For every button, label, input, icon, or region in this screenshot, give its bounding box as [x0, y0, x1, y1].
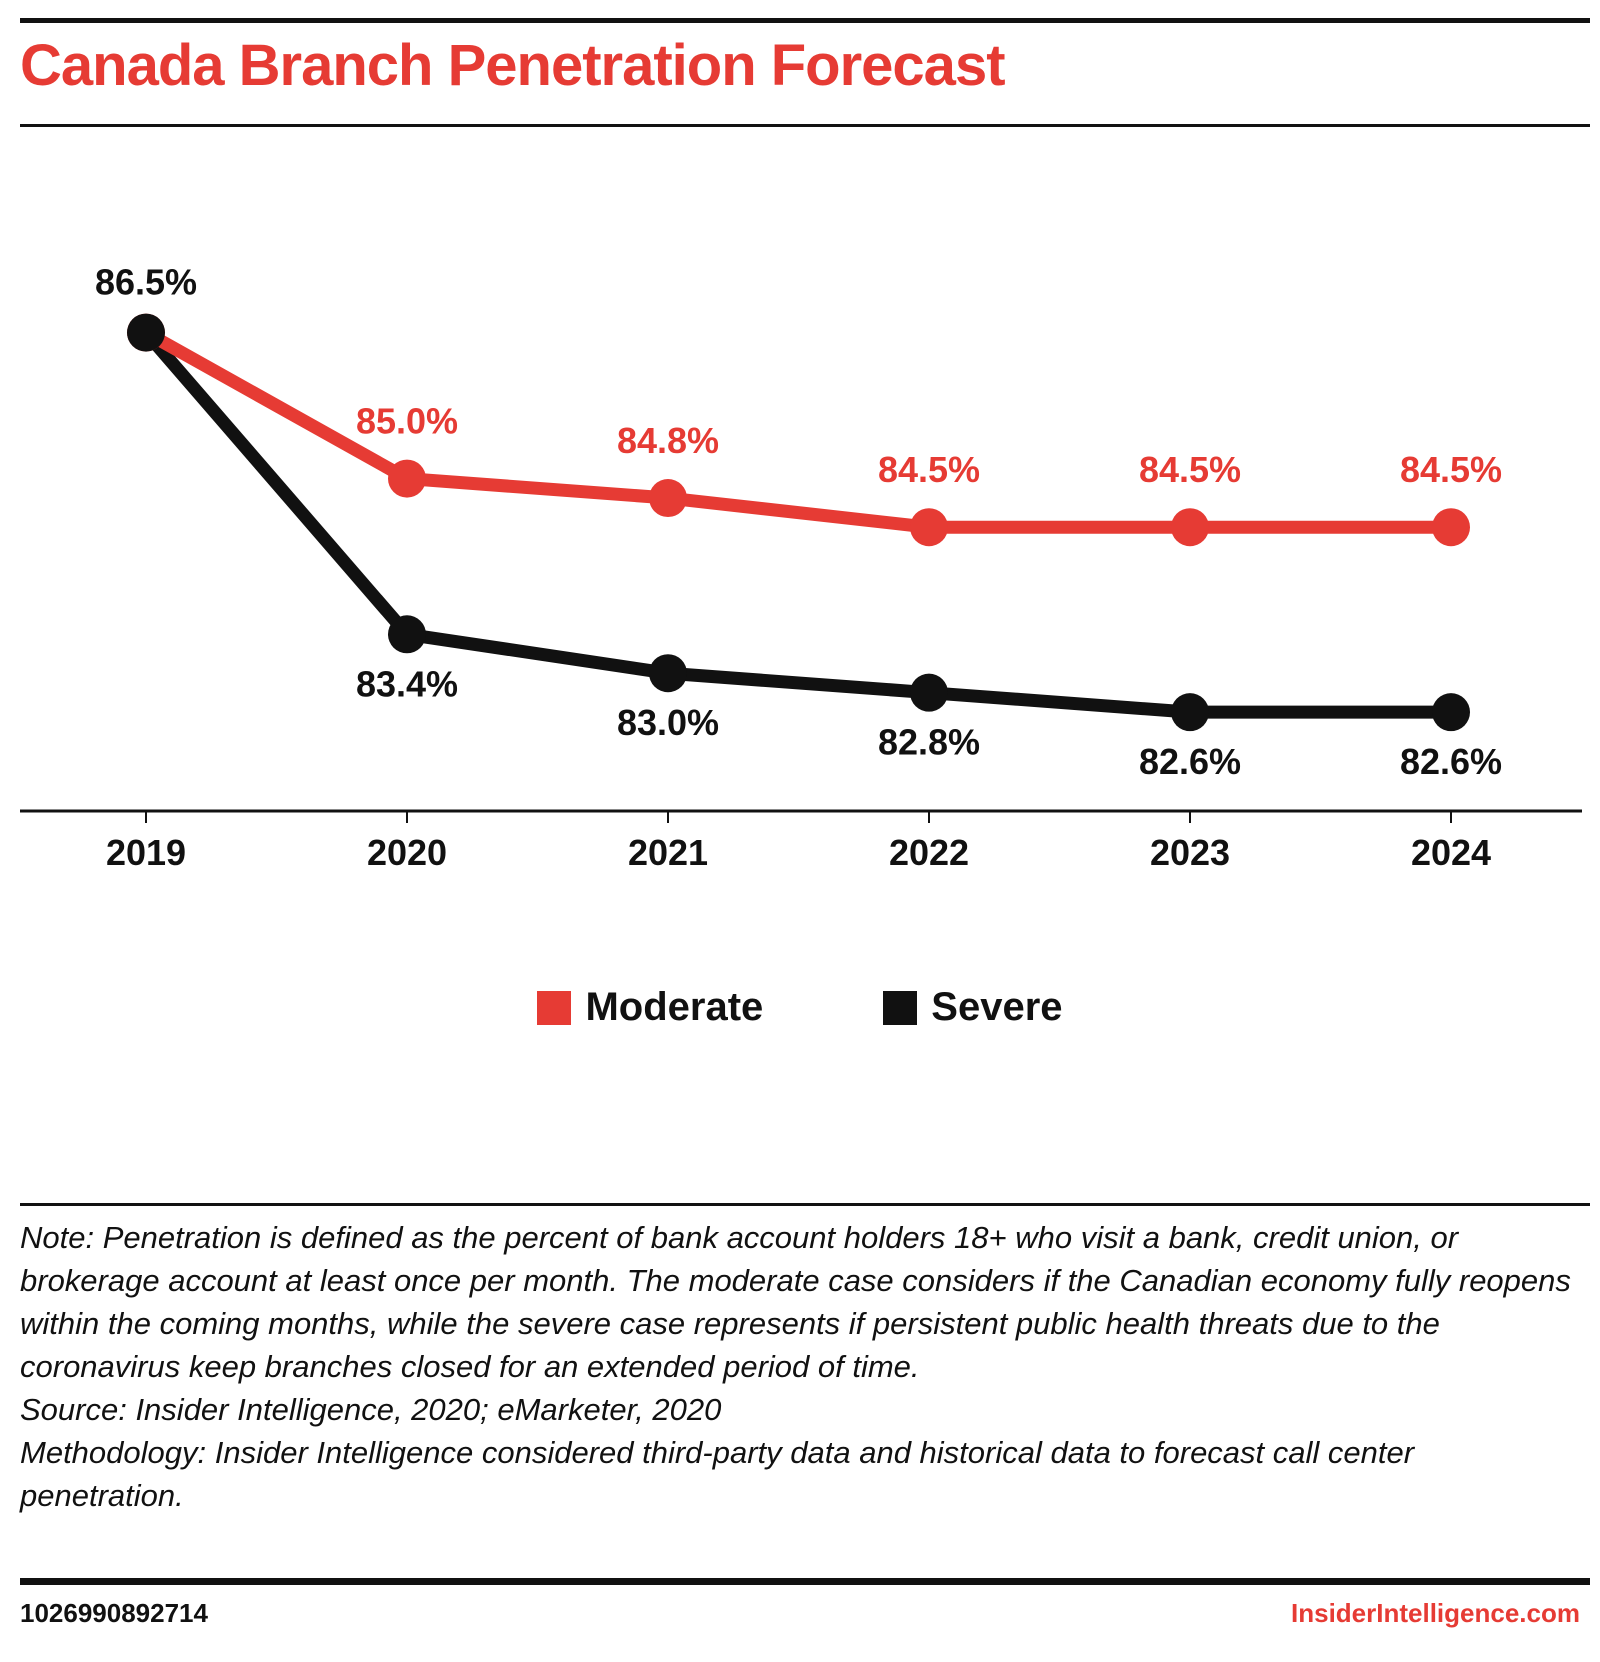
- data-label-moderate-2021: 84.8%: [617, 420, 719, 461]
- legend: Moderate Severe: [0, 985, 1600, 1030]
- x-tick-label-2022: 2022: [889, 832, 969, 873]
- point-moderate-2023: [1171, 508, 1209, 547]
- data-label-severe-2022: 82.8%: [878, 722, 980, 763]
- x-tick-label-2024: 2024: [1411, 832, 1491, 873]
- data-label-severe-2021: 83.0%: [617, 702, 719, 743]
- x-axis-ticks: [145, 811, 1452, 823]
- point-severe-2022: [910, 673, 948, 712]
- x-axis-labels: 2019 2020 2021 2022 2023 2024: [106, 832, 1491, 873]
- point-severe-2020: [388, 615, 426, 654]
- data-label-moderate-2024: 84.5%: [1400, 449, 1502, 490]
- top-rule: [20, 18, 1590, 23]
- x-tick-label-2019: 2019: [106, 832, 186, 873]
- point-severe-2019: [127, 313, 165, 352]
- title-divider: [20, 124, 1590, 127]
- legend-swatch-severe: [883, 990, 918, 1025]
- chart-notes: Note: Penetration is defined as the perc…: [20, 1216, 1580, 1517]
- legend-item-severe: Severe: [883, 985, 1063, 1030]
- line-chart: 2019 2020 2021 2022 2023 2024 85.0% 84.8% 84.5%…: [20, 262, 1582, 873]
- point-moderate-2024: [1432, 508, 1470, 547]
- source-text: Source: Insider Intelligence, 2020; eMar…: [20, 1392, 722, 1427]
- data-labels: 85.0% 84.8% 84.5% 84.5% 84.5% 86.5% 83.4% 83.0%…: [95, 262, 1502, 783]
- data-label-severe-2024: 82.6%: [1400, 741, 1502, 782]
- point-moderate-2022: [910, 508, 948, 547]
- methodology-text: Methodology: Insider Intelligence consid…: [20, 1435, 1415, 1513]
- legend-swatch-moderate: [537, 990, 572, 1025]
- point-moderate-2021: [649, 479, 687, 518]
- series-line-severe: [139, 326, 1458, 719]
- data-label-moderate-2020: 85.0%: [356, 401, 458, 442]
- notes-divider: [20, 1203, 1590, 1206]
- brand-link[interactable]: InsiderIntelligence.com: [1291, 1598, 1580, 1628]
- series-line-moderate: [139, 326, 1458, 534]
- data-label-severe-2019: 86.5%: [95, 262, 197, 303]
- data-label-moderate-2022: 84.5%: [878, 449, 980, 490]
- note-text: Note: Penetration is defined as the perc…: [20, 1220, 1571, 1384]
- point-severe-2021: [649, 654, 687, 693]
- data-label-moderate-2023: 84.5%: [1139, 449, 1241, 490]
- point-severe-2023: [1171, 693, 1209, 732]
- chart-id: 1026990892714: [20, 1598, 208, 1628]
- point-severe-2024: [1432, 693, 1470, 732]
- legend-item-moderate: Moderate: [537, 985, 763, 1030]
- legend-label-severe: Severe: [931, 985, 1063, 1029]
- x-tick-label-2023: 2023: [1150, 832, 1230, 873]
- footer-rule: [20, 1578, 1590, 1585]
- series-points: [127, 313, 1470, 732]
- series-lines: [139, 326, 1458, 719]
- legend-label-moderate: Moderate: [585, 985, 764, 1029]
- data-label-severe-2023: 82.6%: [1139, 741, 1241, 782]
- point-moderate-2020: [388, 459, 426, 498]
- x-tick-label-2020: 2020: [367, 832, 447, 873]
- data-label-severe-2020: 83.4%: [356, 663, 458, 704]
- x-tick-label-2021: 2021: [628, 832, 708, 873]
- chart-title: Canada Branch Penetration Forecast: [20, 33, 1006, 98]
